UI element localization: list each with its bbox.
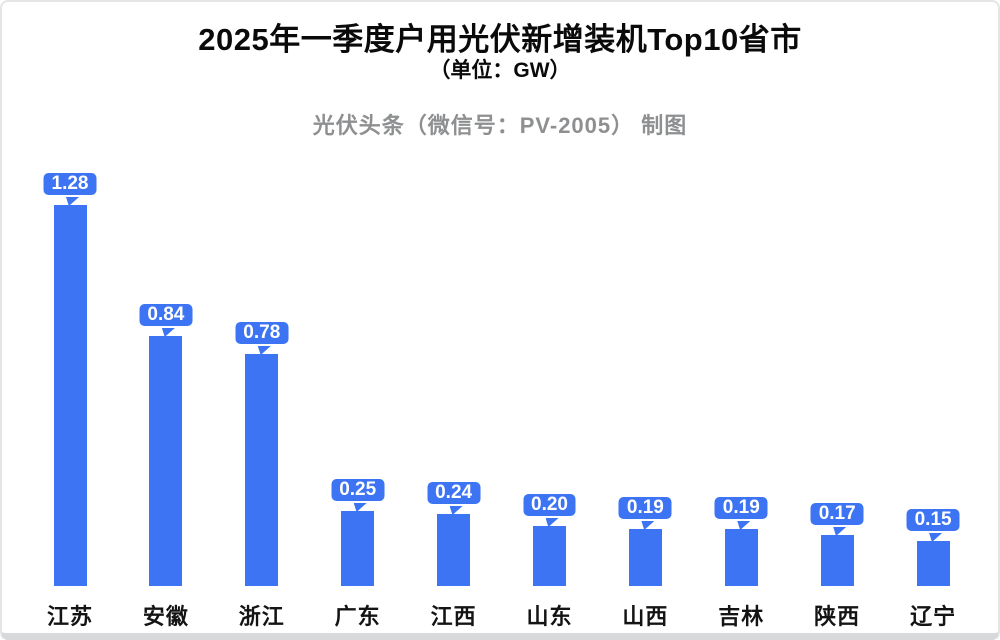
bar-value-badge: 0.78 <box>233 320 291 346</box>
bar <box>53 205 87 586</box>
bar-value-badge: 0.20 <box>521 492 578 518</box>
x-axis-category-label: 辽宁 <box>910 604 957 629</box>
bar <box>724 529 758 586</box>
bar <box>916 541 950 586</box>
chart-subtitle: （单位：GW） <box>429 59 571 82</box>
x-axis-category-label: 山东 <box>526 604 573 629</box>
bar <box>437 514 471 586</box>
bar-value-badge: 0.19 <box>616 495 674 521</box>
bar-value-badge: 0.17 <box>808 501 866 527</box>
x-axis-category-label: 江苏 <box>46 604 94 629</box>
value-badge-tail <box>929 533 943 542</box>
value-badge-tail <box>161 328 175 337</box>
bar <box>149 336 183 586</box>
value-badge-tail <box>833 527 847 536</box>
bar <box>533 526 566 586</box>
bar-value-badge: 0.15 <box>904 507 962 533</box>
bar <box>628 529 662 586</box>
bar <box>245 354 279 586</box>
chart-attribution: 光伏头条（微信号：PV-2005） 制图 <box>312 113 688 138</box>
bar-value-badge: 0.84 <box>137 302 195 328</box>
value-badge-tail <box>641 521 655 530</box>
x-axis-category-label: 吉林 <box>718 604 765 629</box>
value-badge-tail <box>545 518 559 527</box>
x-axis-category-label: 浙江 <box>238 604 285 629</box>
value-badge-tail <box>66 197 79 206</box>
bar <box>820 535 854 586</box>
bar-value-badge: 1.28 <box>41 171 99 197</box>
x-axis-category-label: 江西 <box>430 604 477 629</box>
value-badge-tail <box>737 521 751 530</box>
value-badge-tail <box>353 503 367 512</box>
value-badge-tail <box>257 346 271 355</box>
value-badge-tail <box>449 506 463 515</box>
x-axis-category-label: 安徽 <box>142 604 189 629</box>
bar-value-badge: 0.24 <box>425 480 483 506</box>
x-axis-category-label: 陕西 <box>814 604 861 629</box>
chart-title: 2025年一季度户用光伏新增装机Top10省市 <box>198 22 802 57</box>
bar-value-badge: 0.19 <box>712 495 770 521</box>
x-axis-category-label: 广东 <box>334 604 381 629</box>
bar-value-badge: 0.25 <box>329 477 387 503</box>
x-axis-category-label: 山西 <box>622 604 669 629</box>
bar <box>341 511 375 586</box>
